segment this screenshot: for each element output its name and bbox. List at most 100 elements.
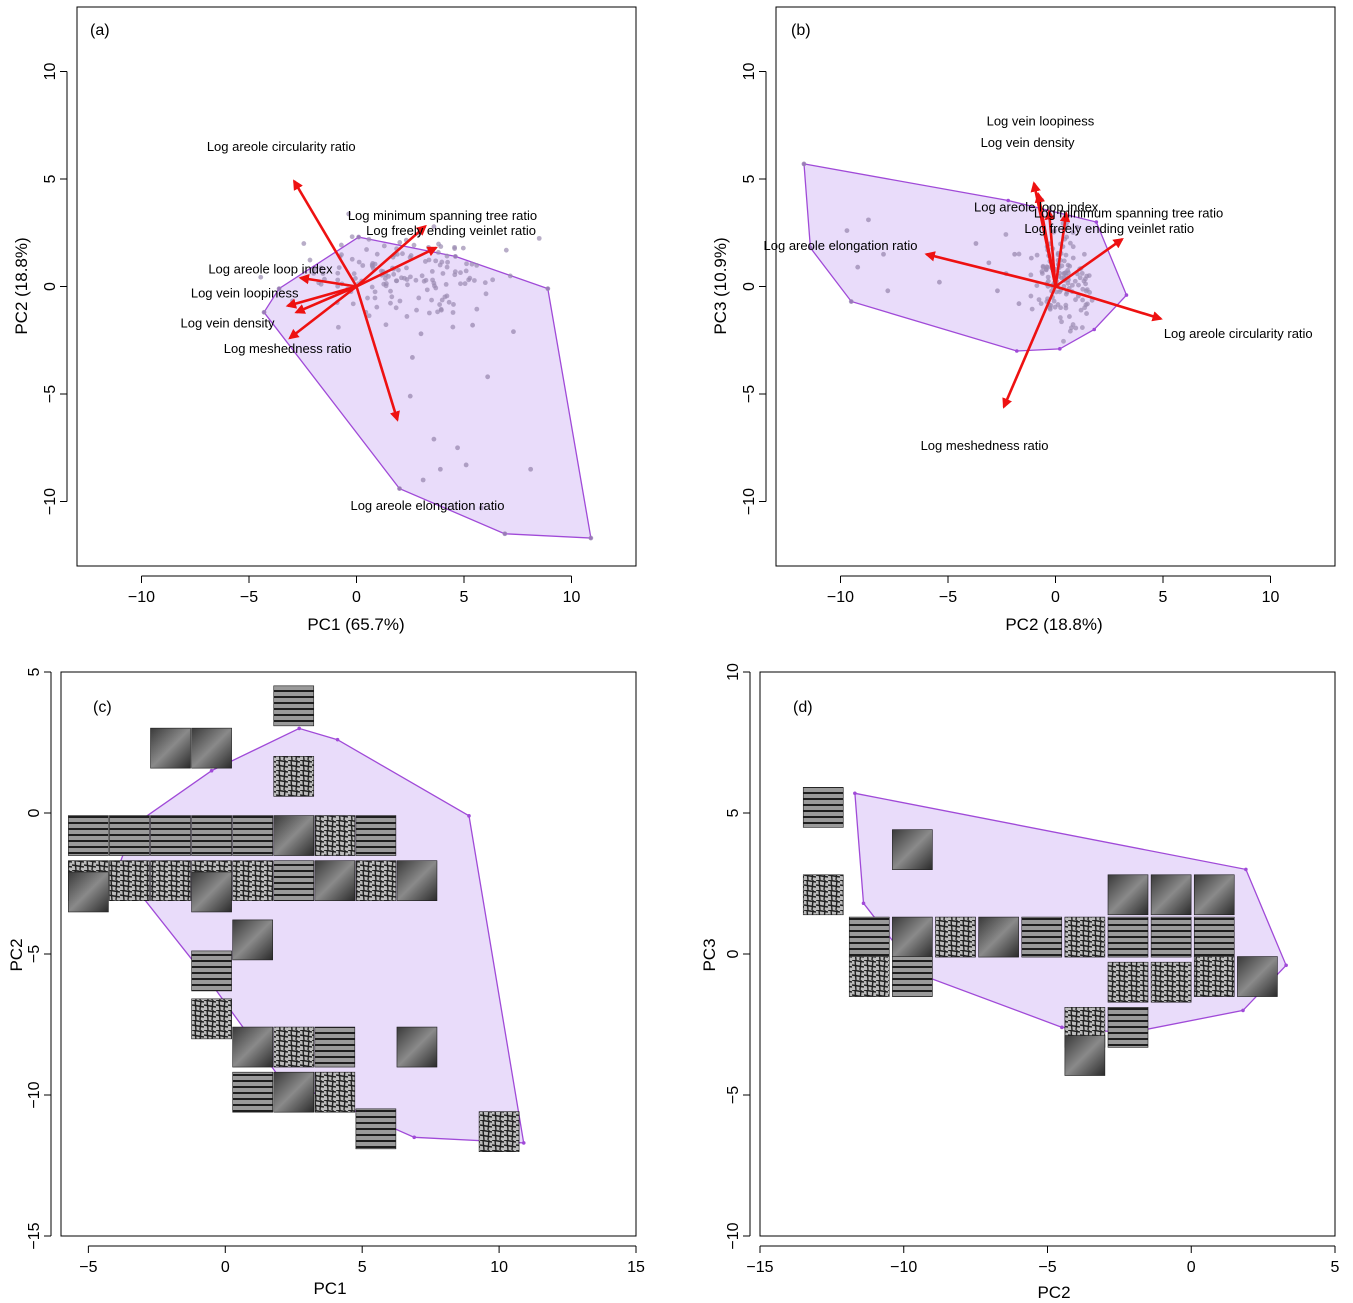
data-point	[420, 477, 426, 483]
vein-thumbnail	[150, 815, 191, 856]
data-point	[1080, 297, 1085, 303]
data-point	[986, 260, 992, 266]
data-point	[418, 331, 424, 337]
data-point	[471, 278, 477, 283]
loading-label: Log areole elongation ratio	[350, 498, 504, 513]
plot-frame	[775, 6, 1336, 567]
data-point	[258, 274, 264, 280]
data-point	[1047, 205, 1053, 211]
hull-vertex	[412, 1135, 417, 1140]
data-point	[414, 307, 419, 313]
y-tick-label: −5	[741, 385, 758, 403]
loading-label: Log meshedness ratio	[921, 438, 1049, 453]
y-tick-label: −15	[26, 1222, 43, 1249]
data-point	[1063, 252, 1069, 258]
x-tick-label: −5	[240, 589, 258, 606]
data-point	[335, 277, 341, 283]
y-tick-label: 5	[42, 174, 59, 183]
data-point	[1051, 298, 1057, 304]
loading-label: Log vein density	[181, 315, 275, 330]
data-point	[545, 286, 551, 292]
data-point	[1084, 311, 1089, 316]
vein-thumbnail	[273, 860, 315, 901]
data-point	[346, 211, 352, 217]
data-point	[1076, 282, 1081, 288]
data-point	[383, 281, 389, 286]
data-point	[338, 242, 344, 248]
vein-thumbnail	[273, 756, 315, 797]
x-tick-label: 10	[1262, 589, 1280, 606]
y-tick-label: 0	[26, 808, 43, 817]
vein-thumbnail	[396, 860, 438, 901]
hull-vertex	[1006, 198, 1010, 203]
vein-thumbnail	[273, 685, 315, 727]
x-tick-label: −5	[79, 1259, 97, 1276]
data-point	[397, 298, 403, 304]
data-point	[426, 257, 432, 263]
loading-arrow	[1002, 285, 1057, 409]
loading-label: Log freely ending veinlet ratio	[1024, 221, 1194, 236]
y-tick-label: −5	[725, 1086, 742, 1104]
data-point	[973, 241, 979, 246]
data-point	[445, 259, 450, 265]
panel-label: (c)	[93, 699, 112, 716]
vein-thumbnail	[150, 860, 191, 901]
data-point	[1051, 229, 1057, 235]
data-point	[460, 245, 466, 251]
data-point	[374, 251, 380, 257]
x-tick-label: −5	[939, 589, 957, 606]
vein-thumbnail	[109, 815, 150, 856]
x-tick-label: −5	[1038, 1259, 1056, 1276]
data-point	[443, 282, 449, 287]
data-point	[431, 224, 437, 230]
data-point	[400, 251, 405, 257]
hull-vertex	[335, 737, 340, 742]
loading-arrow	[1054, 237, 1124, 288]
data-point	[463, 462, 469, 468]
data-point	[450, 310, 456, 315]
data-point	[1016, 301, 1022, 307]
y-axis-title: PC2	[7, 938, 26, 971]
vein-thumbnail	[396, 1026, 438, 1068]
panel-c: −5 0 5 10 15 −15 −10 −5 0 5 (c) PC1 PC2	[7, 667, 645, 1298]
vein-thumbnail	[355, 1108, 397, 1150]
data-point	[482, 280, 488, 286]
vein-thumbnail	[1150, 874, 1192, 916]
vein-thumbnail	[232, 815, 273, 856]
data-point	[1061, 338, 1066, 344]
data-point	[1070, 244, 1076, 250]
data-point	[801, 161, 807, 167]
data-point	[588, 535, 594, 541]
y-tick-label: −10	[42, 488, 59, 515]
y-tick-label: −10	[725, 1222, 742, 1249]
vein-thumbnail	[1107, 916, 1149, 958]
x-tick-label: −10	[827, 589, 854, 606]
vein-thumbnail	[191, 998, 232, 1040]
data-point	[433, 285, 439, 291]
data-point	[1063, 302, 1069, 308]
data-point	[408, 274, 413, 280]
vein-thumbnail	[314, 815, 356, 856]
vein-thumbnail	[232, 1026, 273, 1068]
loading-arrow	[355, 246, 438, 288]
data-point	[452, 244, 457, 250]
data-point	[458, 270, 463, 276]
data-point	[1077, 275, 1083, 281]
data-point	[320, 271, 326, 276]
data-point	[444, 253, 450, 259]
data-point	[444, 264, 450, 270]
y-tick-label: 10	[725, 663, 742, 681]
vein-thumbnail	[478, 1111, 520, 1152]
convex-hull	[263, 236, 592, 539]
hull-vertex	[209, 768, 214, 773]
plot-frame	[76, 6, 637, 567]
x-tick-label: −15	[746, 1259, 773, 1276]
data-point	[383, 322, 389, 328]
data-point	[381, 243, 387, 249]
data-point	[464, 261, 469, 267]
vein-thumbnail	[1193, 916, 1235, 958]
data-point	[1028, 293, 1034, 299]
vein-thumbnail	[1150, 961, 1192, 1003]
hull-vertex	[1094, 220, 1099, 224]
